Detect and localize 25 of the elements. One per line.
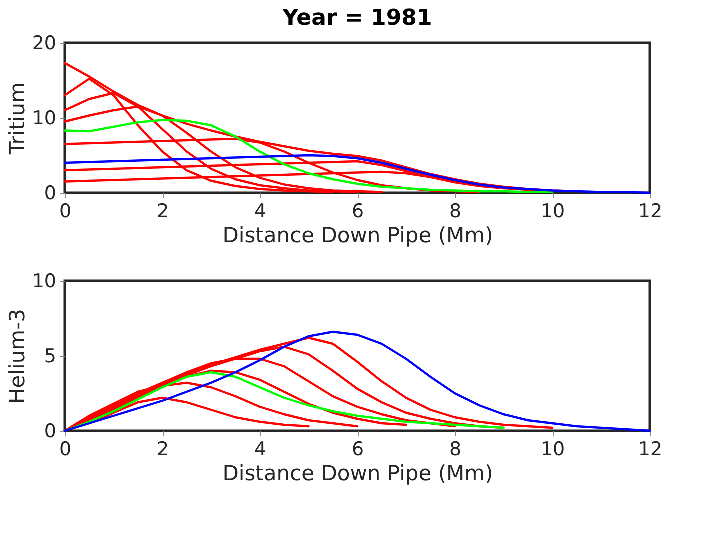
x-tick-label: 2: [156, 438, 170, 460]
y-axis-title: Helium-3: [5, 308, 30, 404]
x-tick-label: 0: [59, 200, 72, 222]
x-tick-label: 10: [540, 200, 566, 222]
y-tick-label: 0: [44, 182, 56, 204]
y-tick-label: 10: [32, 108, 56, 130]
y-tick-label: 0: [44, 420, 56, 442]
x-tick-label: 4: [254, 438, 267, 460]
x-tick-label: 2: [156, 200, 170, 222]
y-tick-label: 10: [32, 270, 56, 292]
x-tick-label: 12: [638, 200, 663, 222]
x-tick-label: 6: [352, 200, 364, 222]
x-tick-label: 6: [352, 438, 364, 460]
y-tick-label: 20: [32, 32, 56, 54]
chart-title: Year = 1981: [282, 6, 432, 31]
x-tick-label: 8: [449, 438, 462, 460]
x-tick-label: 8: [449, 200, 462, 222]
y-axis-title: Tritium: [5, 82, 30, 156]
x-axis-title: Distance Down Pipe (Mm): [222, 462, 494, 486]
x-tick-label: 10: [540, 438, 566, 460]
x-tick-label: 0: [59, 438, 72, 460]
x-tick-label: 12: [638, 438, 663, 460]
x-axis-title: Distance Down Pipe (Mm): [222, 224, 494, 248]
y-tick-label: 5: [44, 346, 56, 368]
x-tick-label: 4: [254, 200, 267, 222]
